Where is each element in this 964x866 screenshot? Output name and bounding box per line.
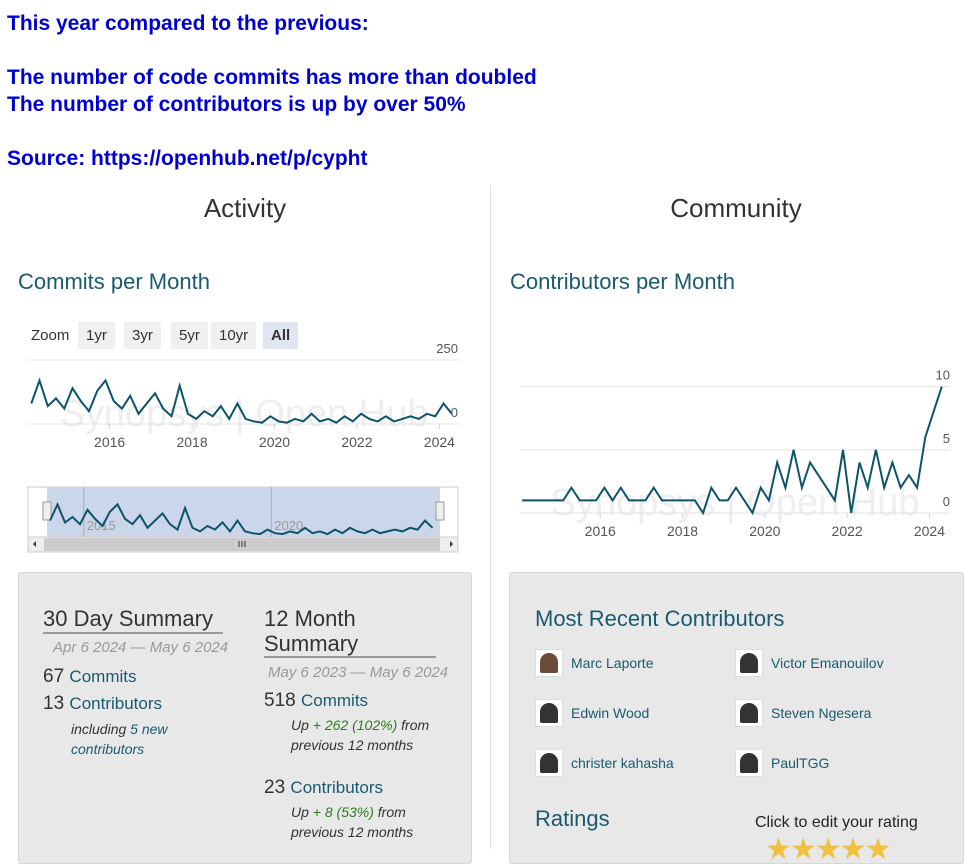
x-tick-label: 2024 — [424, 434, 455, 450]
zoom-button[interactable]: All — [263, 322, 299, 349]
link[interactable]: Contributors — [290, 778, 384, 797]
section-title: Community — [670, 193, 802, 223]
avatar — [735, 699, 763, 727]
grip — [238, 541, 246, 547]
date-range: Apr 6 2024 — May 6 2024 — [53, 639, 229, 656]
avatar — [535, 749, 563, 777]
contributor[interactable]: Marc Laporte — [571, 655, 654, 671]
contributor[interactable]: Steven Ngesera — [771, 705, 872, 721]
y-tick-label: 0 — [943, 494, 950, 509]
link[interactable]: Commits — [69, 667, 137, 686]
summary-title: 30 Day Summary — [43, 606, 223, 634]
box-title: Ratings — [535, 806, 610, 831]
x-tick-label: 2022 — [341, 434, 372, 450]
y-tick-label: 10 — [936, 368, 950, 383]
contributor[interactable]: PaulTGG — [771, 755, 830, 771]
contributor[interactable]: Edwin Wood — [571, 705, 650, 721]
text: from previous 12 months — [291, 804, 414, 840]
zoom-button[interactable]: 5yr — [171, 322, 208, 349]
count: 23 — [264, 777, 286, 798]
count: 67 — [43, 666, 65, 687]
zoom-button[interactable]: 3yr — [124, 322, 161, 349]
link[interactable]: Commits — [300, 691, 369, 710]
change: + 8 (53%) — [312, 804, 374, 820]
avatar — [735, 649, 763, 677]
data-line — [522, 386, 943, 516]
contributor[interactable]: christer kahasha — [571, 755, 674, 771]
summary-box — [18, 572, 472, 864]
text: Up — [291, 804, 309, 820]
y-tick-label: 250 — [436, 341, 458, 356]
header-line: This year compared to the previous: — [7, 12, 369, 35]
header-line: The number of contributors is up by over… — [7, 93, 466, 116]
x-tick-label: 2016 — [94, 434, 125, 450]
count: 13 — [43, 693, 65, 714]
x-tick-label: 2022 — [832, 523, 863, 539]
avatar — [535, 649, 563, 677]
summary-title: 12 Month Summary — [264, 606, 436, 658]
y-tick-label: 5 — [943, 431, 950, 446]
x-tick-label: 2020 — [259, 434, 290, 450]
header-line: The number of code commits has more than… — [7, 66, 537, 89]
x-tick-label: 2018 — [667, 523, 698, 539]
box-title: Most Recent Contributors — [535, 606, 785, 631]
header-line: Source: https://openhub.net/p/cypht — [7, 147, 368, 170]
text: including — [71, 721, 127, 737]
data-line — [30, 377, 453, 424]
zoom-button[interactable]: 10yr — [211, 322, 257, 349]
divider — [490, 185, 491, 849]
handle[interactable] — [435, 501, 445, 521]
count: 518 — [264, 690, 296, 711]
x-tick-label: 2020 — [749, 523, 780, 539]
zoom-label: Zoom — [31, 327, 70, 344]
navigator-line — [49, 501, 434, 536]
handle[interactable] — [42, 501, 52, 521]
x-tick-label: 2016 — [585, 523, 616, 539]
section-title: Activity — [203, 193, 287, 223]
rating-prompt: Click to edit your rating — [755, 814, 918, 831]
chart-title: Contributors per Month — [510, 269, 735, 294]
x-tick-label: 2024 — [914, 523, 945, 539]
contributor[interactable]: Victor Emanouilov — [771, 655, 884, 671]
link[interactable]: Contributors — [69, 694, 163, 713]
avatar — [535, 699, 563, 727]
change: + 262 (102%) — [312, 717, 398, 733]
date-range: May 6 2023 — May 6 2024 — [268, 664, 449, 681]
x-tick-label: 2018 — [176, 434, 207, 450]
text: Up — [291, 717, 309, 733]
y-tick-label: 0 — [451, 405, 458, 420]
zoom-button[interactable]: 1yr — [78, 322, 115, 349]
text: from previous 12 months — [291, 717, 430, 753]
stars[interactable]: ★★★★★ — [765, 833, 891, 866]
navigator-label: 2020 — [274, 518, 303, 533]
avatar — [735, 749, 763, 777]
chart-title: Commits per Month — [18, 269, 210, 294]
link[interactable]: 5 new contributors — [71, 721, 168, 757]
